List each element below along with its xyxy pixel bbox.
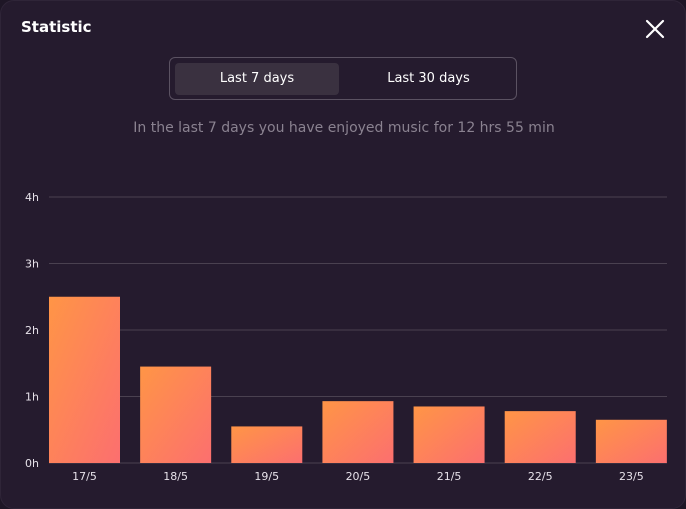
tab-last-7-days[interactable]: Last 7 days <box>175 63 339 95</box>
x-tick-label: 20/5 <box>346 470 371 483</box>
bar-21-5[interactable] <box>413 406 485 463</box>
bar-18-5[interactable] <box>140 366 212 463</box>
close-icon[interactable] <box>641 15 669 43</box>
listening-chart: 0h 1h 2h 3h 4h 17/5 18/5 19/5 20/5 21/5 22/5 23/5 <box>25 191 667 483</box>
bar-23-5[interactable] <box>595 419 667 463</box>
bar-22-5[interactable] <box>504 411 576 463</box>
y-tick-label: 2h <box>25 324 39 337</box>
x-tick-label: 22/5 <box>528 470 553 483</box>
y-tick-label: 1h <box>25 391 39 404</box>
bar-19-5[interactable] <box>231 426 303 463</box>
tab-last-30-days[interactable]: Last 30 days <box>387 71 470 86</box>
panel-title: Statistic <box>21 18 92 36</box>
x-tick-label: 19/5 <box>254 470 279 483</box>
bar-17-5[interactable] <box>49 296 120 463</box>
y-tick-label: 3h <box>25 258 39 271</box>
y-tick-label: 0h <box>25 457 39 470</box>
listening-summary: In the last 7 days you have enjoyed musi… <box>133 120 555 136</box>
x-tick-label: 21/5 <box>437 470 462 483</box>
x-tick-label: 23/5 <box>619 470 644 483</box>
bar-20-5[interactable] <box>322 401 394 463</box>
y-tick-label: 4h <box>25 191 39 204</box>
x-tick-label: 18/5 <box>163 470 188 483</box>
x-tick-label: 17/5 <box>72 470 97 483</box>
period-toggle: Last 7 days Last 30 days <box>169 57 517 100</box>
